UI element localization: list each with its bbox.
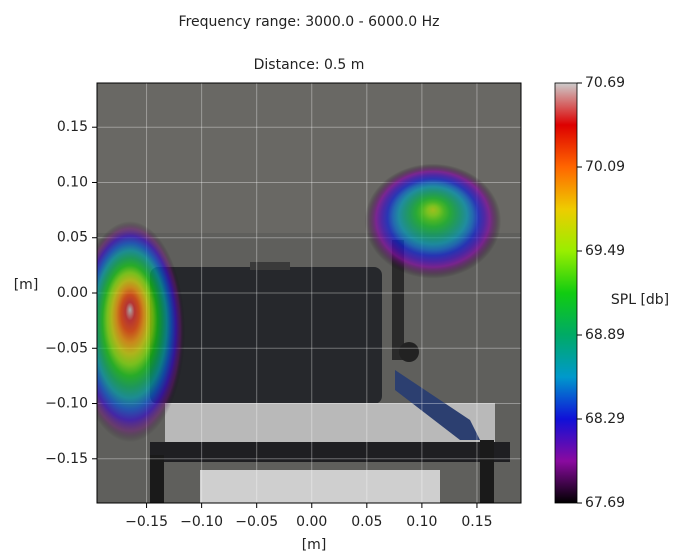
colorbar xyxy=(554,82,578,504)
colorbar-tick-label: 70.09 xyxy=(585,159,625,175)
y-axis-label: [m] xyxy=(14,277,39,293)
x-tick-label: −0.05 xyxy=(235,514,278,530)
x-tick-label: −0.10 xyxy=(180,514,223,530)
hotspot xyxy=(364,163,502,279)
y-tick-label: 0.15 xyxy=(57,119,88,135)
y-tick-label: 0.00 xyxy=(57,285,88,301)
y-tick-label: −0.10 xyxy=(45,396,88,412)
chart-title: Frequency range: 3000.0 - 6000.0 Hz xyxy=(179,14,440,30)
y-tick-label: 0.05 xyxy=(57,230,88,246)
colorbar-tick-label: 68.29 xyxy=(585,411,625,427)
chart-subtitle: Distance: 0.5 m xyxy=(254,57,365,73)
x-tick-label: 0.00 xyxy=(296,514,327,530)
x-tick-label: 0.10 xyxy=(406,514,437,530)
colorbar-tick-label: 70.69 xyxy=(585,75,625,91)
colorbar-tick-label: 69.49 xyxy=(585,243,625,259)
y-tick-label: −0.05 xyxy=(45,340,88,356)
colorbar-tick-label: 68.89 xyxy=(585,327,625,343)
x-tick-label: −0.15 xyxy=(125,514,168,530)
x-axis-label: [m] xyxy=(302,537,327,553)
y-tick-label: −0.15 xyxy=(45,451,88,467)
hotspot xyxy=(97,221,186,443)
x-tick-label: 0.15 xyxy=(461,514,492,530)
colorbar-tick-label: 67.69 xyxy=(585,495,625,511)
photo xyxy=(97,83,521,503)
x-tick-label: 0.05 xyxy=(351,514,382,530)
colorbar-label: SPL [db] xyxy=(611,292,669,308)
y-tick-label: 0.10 xyxy=(57,174,88,190)
